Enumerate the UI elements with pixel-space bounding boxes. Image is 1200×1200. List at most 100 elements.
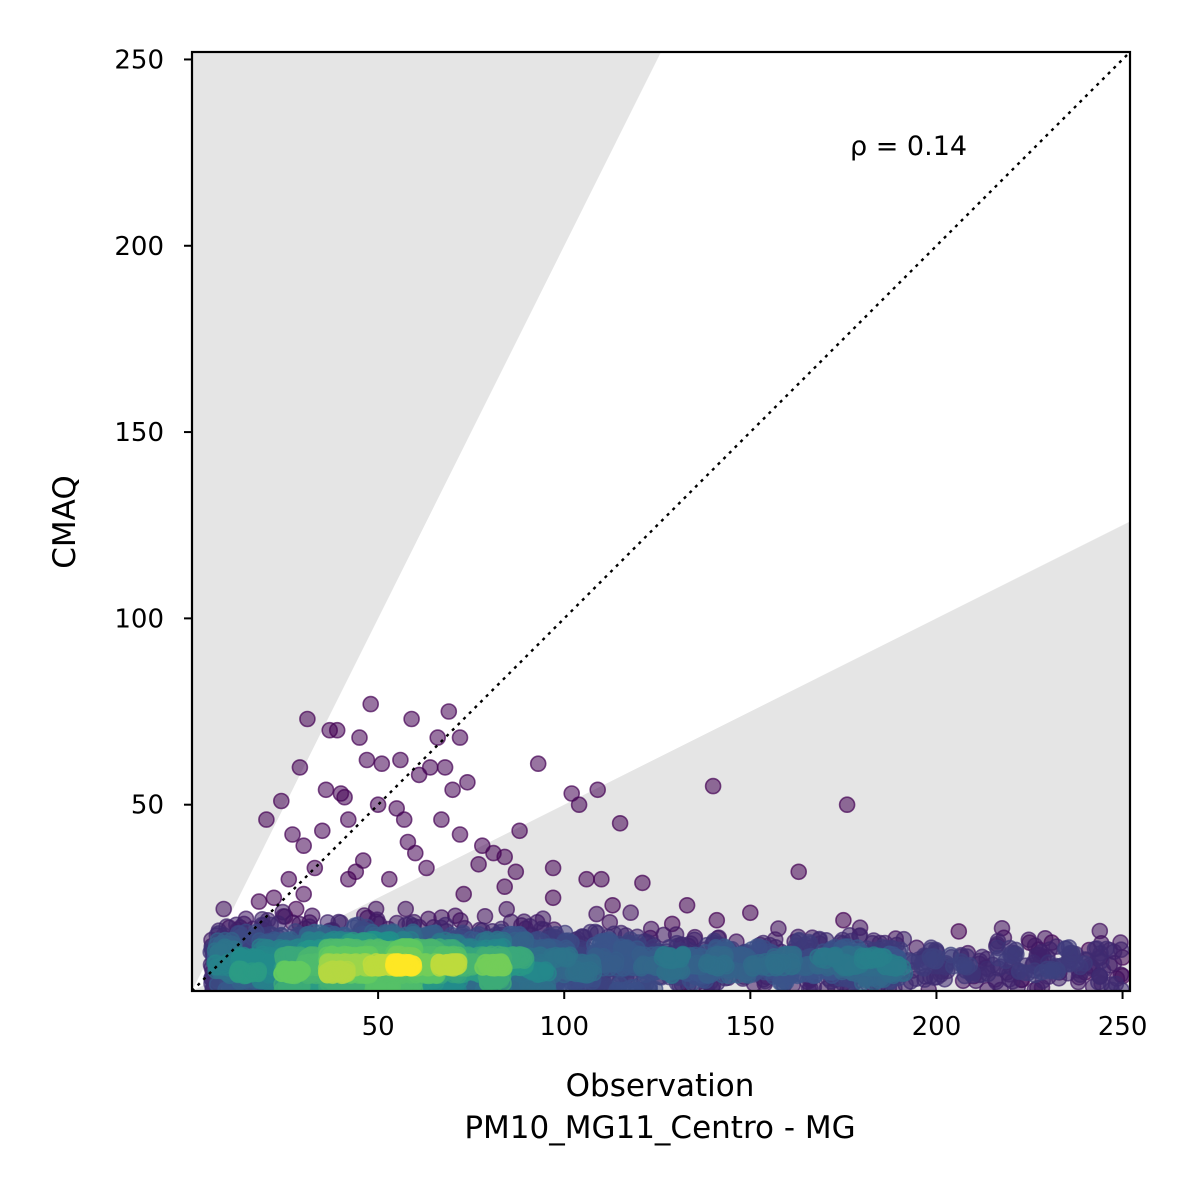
data-point xyxy=(317,781,335,799)
data-point xyxy=(704,777,722,795)
data-point xyxy=(373,755,391,773)
data-point xyxy=(766,957,784,974)
data-point xyxy=(544,889,562,907)
data-point xyxy=(362,695,380,713)
data-point xyxy=(921,948,939,965)
data-point xyxy=(284,826,301,843)
data-point xyxy=(476,907,494,925)
data-point xyxy=(299,710,316,728)
data-point xyxy=(369,796,387,814)
data-point xyxy=(698,953,716,971)
data-point xyxy=(496,878,514,896)
data-point xyxy=(391,957,408,975)
x-tick-label: 50 xyxy=(362,1012,395,1042)
data-point xyxy=(544,859,562,877)
data-point xyxy=(483,959,501,977)
y-axis-label: CMAQ xyxy=(47,475,83,568)
data-point xyxy=(790,863,808,881)
x-tick-label: 200 xyxy=(912,1012,962,1042)
y-tick-label: 150 xyxy=(114,418,164,448)
data-point xyxy=(258,811,275,828)
data-point xyxy=(265,889,283,907)
data-point xyxy=(291,759,309,776)
data-point xyxy=(1040,962,1058,980)
x-tick-label: 150 xyxy=(726,1012,776,1042)
data-point xyxy=(388,800,406,817)
data-point xyxy=(511,822,528,840)
data-point xyxy=(871,950,889,968)
data-point xyxy=(634,874,651,892)
y-tick-label: 250 xyxy=(114,45,164,75)
x-axis-label: Observation xyxy=(566,1068,755,1104)
data-point xyxy=(459,773,476,791)
data-point xyxy=(283,961,300,979)
data-point xyxy=(392,751,409,769)
data-point xyxy=(496,848,514,866)
data-point xyxy=(1056,940,1074,957)
data-point xyxy=(429,729,447,746)
data-point xyxy=(1102,976,1120,991)
data-point xyxy=(470,855,487,873)
data-point xyxy=(444,781,461,799)
plot-frame xyxy=(190,50,1132,993)
data-point xyxy=(440,703,458,720)
data-point xyxy=(433,811,450,828)
rho-annotation: ρ = 0.14 xyxy=(850,131,967,162)
one-to-one-line xyxy=(192,52,1130,991)
data-point xyxy=(894,958,912,976)
data-point xyxy=(442,955,460,973)
data-point xyxy=(399,833,417,851)
y-tick-label: 100 xyxy=(114,604,164,634)
data-point xyxy=(1093,952,1110,970)
data-point xyxy=(403,710,420,728)
data-point xyxy=(380,870,398,888)
data-point xyxy=(371,980,389,991)
data-point xyxy=(215,900,232,918)
data-point xyxy=(838,796,856,814)
data-point xyxy=(1020,931,1038,949)
data-point xyxy=(611,814,629,832)
x-axis-ticks: 50 100 150 200 250 xyxy=(362,991,1148,1042)
data-point xyxy=(529,755,547,773)
data-point xyxy=(295,885,313,903)
data-point xyxy=(325,966,343,984)
data-point xyxy=(673,946,691,964)
data-point xyxy=(306,859,324,877)
data-point xyxy=(358,751,376,769)
data-point xyxy=(958,958,976,976)
y-tick-label: 50 xyxy=(131,791,164,821)
data-point xyxy=(745,956,762,973)
data-point xyxy=(551,947,569,965)
data-point xyxy=(451,729,469,746)
data-point xyxy=(604,896,621,914)
data-point xyxy=(451,826,469,843)
x-axis-sublabel: PM10_MG11_Centro - MG xyxy=(464,1110,855,1146)
data-point xyxy=(800,933,818,951)
y-tick-label: 200 xyxy=(114,232,164,262)
reference-line xyxy=(192,52,1130,991)
data-point xyxy=(950,923,968,940)
data-point xyxy=(351,729,368,746)
data-point xyxy=(835,911,852,929)
data-point xyxy=(436,759,454,776)
x-tick-label: 100 xyxy=(539,1012,589,1042)
x-tick-label: 250 xyxy=(1098,1012,1148,1042)
data-point xyxy=(418,859,435,877)
data-point xyxy=(622,904,640,922)
shade-region-upper xyxy=(192,52,661,991)
data-point xyxy=(678,896,696,914)
data-point xyxy=(245,963,262,981)
data-point xyxy=(313,822,331,840)
data-point xyxy=(421,759,439,776)
data-point xyxy=(507,863,525,881)
data-point xyxy=(250,893,268,910)
data-point xyxy=(741,904,759,922)
data-point xyxy=(455,885,473,903)
data-point xyxy=(272,792,290,810)
data-point xyxy=(593,870,610,888)
data-point xyxy=(295,837,313,855)
data-point xyxy=(537,961,554,978)
y-axis-ticks: 50 100 150 200 250 xyxy=(114,45,192,821)
data-point xyxy=(589,781,607,799)
